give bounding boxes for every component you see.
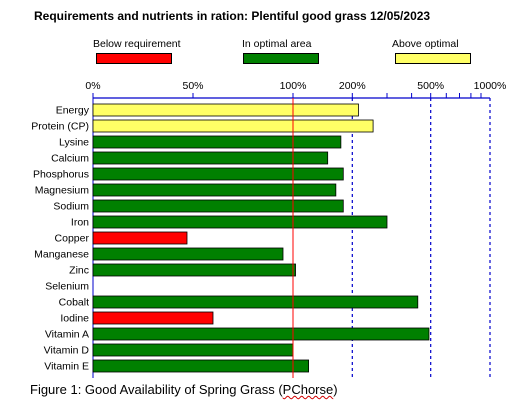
bar [92,311,214,325]
category-label: Vitamin A [45,329,89,341]
bar [92,343,294,357]
legend-item-optimal: In optimal area [242,38,311,50]
category-label: Cobalt [59,297,89,309]
bar [92,231,188,245]
category-label: Zinc [69,265,89,277]
legend-swatch-below [96,53,172,64]
bar [92,199,344,213]
x-tick-label: 200% [339,80,366,92]
caption-prefix: Figure 1: Good Availability of Spring Gr… [30,382,283,397]
caption-suffix: ) [333,382,338,397]
category-label: Sodium [53,201,89,213]
legend-label: Above optimal [392,38,459,50]
bar [92,167,344,181]
caption-squiggle: PChorse [282,382,334,397]
bar [92,183,337,197]
legend-label: Below requirement [93,38,181,50]
category-label: Protein (CP) [31,121,89,133]
x-tick-label: 0% [85,80,100,92]
legend-swatch-above [395,53,471,64]
bar [92,359,309,373]
category-label: Manganese [34,249,89,261]
category-label: Iodine [60,313,89,325]
bar [92,327,430,341]
bar [92,215,388,229]
category-label: Phosphorus [33,169,89,181]
category-label: Magnesium [35,185,90,197]
category-label: Vitamin D [44,345,90,357]
category-label: Calcium [51,153,89,165]
legend-item-below: Below requirement [93,38,181,50]
category-label: Iron [71,217,89,229]
x-tick-label: 500% [417,80,444,92]
category-label: Copper [55,233,90,245]
bar [92,103,359,117]
category-label: Energy [56,105,90,117]
chart-title: Requirements and nutrients in ration: Pl… [34,9,431,23]
bar [92,295,419,309]
figure-caption: Figure 1: Good Availability of Spring Gr… [30,382,338,397]
category-label: Selenium [45,281,89,293]
bar [92,247,284,261]
legend-label: In optimal area [242,38,312,50]
bar [92,135,342,149]
category-label: Lysine [59,137,89,149]
legend-swatch-optimal [243,53,319,64]
bar-chart: 0% 50% 100% 200% 500% 1000% Energy Protein (CP)… [31,80,507,378]
x-tick-label: 100% [280,80,307,92]
legend-item-above: Above optimal [392,38,459,50]
bar [92,263,296,277]
bar [92,119,374,133]
x-tick-label: 1000% [474,80,507,92]
bar [92,151,329,165]
category-label: Vitamin E [44,361,89,373]
x-tick-label: 50% [182,80,203,92]
